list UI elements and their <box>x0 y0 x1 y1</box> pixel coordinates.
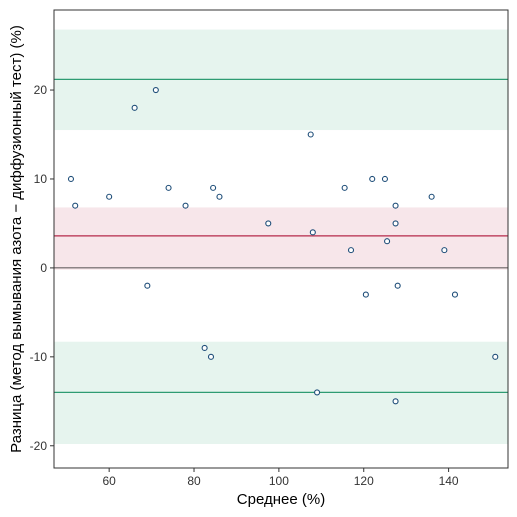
x-axis-title: Среднее (%) <box>237 491 325 508</box>
data-point-16 <box>314 389 321 396</box>
data-point-12 <box>216 193 223 200</box>
axes-layer: 60 80 100 120 140 -20 -10 0 10 20 <box>30 9 509 488</box>
data-point-9 <box>201 344 208 351</box>
data-point-17 <box>341 184 348 191</box>
data-point-5 <box>144 282 151 289</box>
data-point-27 <box>428 193 435 200</box>
y-axis-title: Разница (метод вымывания азота − диффузи… <box>8 25 25 453</box>
data-point-21 <box>381 175 389 183</box>
x-tick-label-100: 100 <box>269 474 289 488</box>
y-tick-label-0: 0 <box>40 261 47 275</box>
data-point-8 <box>182 202 189 209</box>
y-tick-label-20: 20 <box>34 83 48 97</box>
data-point-7 <box>165 184 172 191</box>
data-point-18 <box>347 247 355 254</box>
y-tick-label--10: -10 <box>30 350 48 364</box>
data-point-15 <box>309 229 316 236</box>
data-point-23 <box>392 202 399 209</box>
x-tick-label-120: 120 <box>354 474 374 488</box>
data-point-14 <box>307 131 314 138</box>
data-point-25 <box>392 398 399 405</box>
data-point-24 <box>392 220 399 227</box>
bands-layer <box>54 29 508 444</box>
data-point-19 <box>362 291 369 298</box>
data-point-28 <box>441 247 448 254</box>
mean-difference-band <box>54 207 508 270</box>
data-point-11 <box>210 184 217 191</box>
x-tick-label-140: 140 <box>439 474 459 488</box>
x-tick-label-80: 80 <box>187 474 201 488</box>
data-point-20 <box>369 175 376 183</box>
data-point-6 <box>152 86 159 94</box>
data-point-4 <box>131 104 138 111</box>
data-point-1 <box>67 175 75 183</box>
data-point-13 <box>265 220 272 227</box>
plot-frame <box>53 9 509 469</box>
reference-lines-layer <box>54 78 508 394</box>
points-layer <box>67 86 499 405</box>
data-point-29 <box>451 291 459 298</box>
data-point-10 <box>207 353 215 360</box>
data-point-30 <box>492 353 499 360</box>
x-tick-label-60: 60 <box>102 474 116 488</box>
y-tick-label-10: 10 <box>34 172 48 186</box>
data-point-3 <box>106 193 113 200</box>
data-point-2 <box>72 202 79 209</box>
data-point-22 <box>384 238 391 245</box>
data-point-26 <box>394 282 401 289</box>
y-tick-label--20: -20 <box>30 439 48 453</box>
